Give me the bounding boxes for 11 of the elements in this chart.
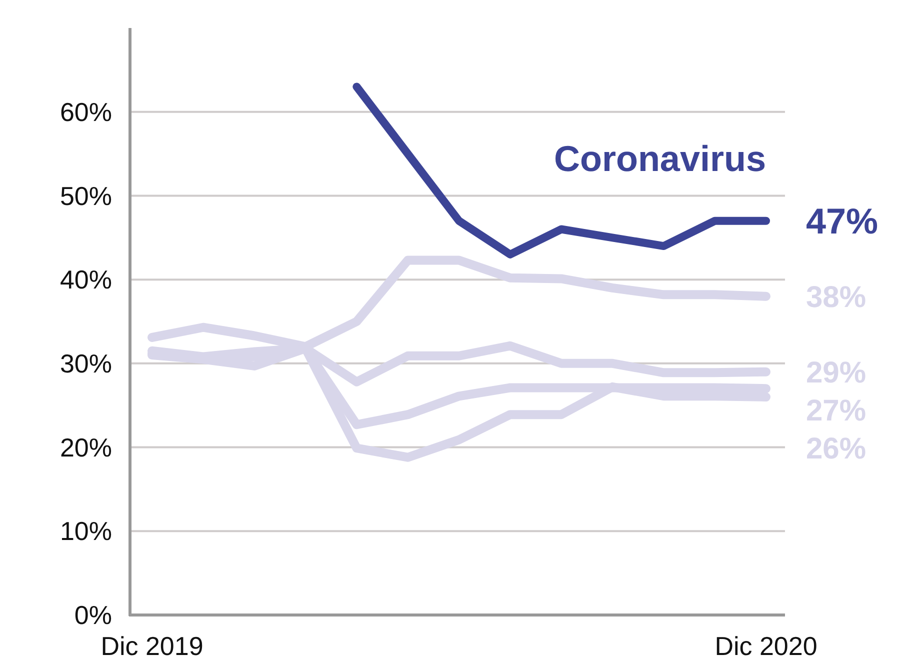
y-tick-label: 40% (60, 264, 112, 295)
x-tick-label: Dic 2020 (714, 631, 818, 661)
y-tick-label: 20% (60, 432, 112, 462)
series-label: Coronavirus (554, 138, 766, 179)
y-tick-label: 60% (60, 96, 112, 127)
data-label: 47% (806, 200, 878, 242)
y-tick-label: 0% (74, 600, 112, 630)
y-tick-label: 50% (60, 180, 112, 211)
y-tick-label: 30% (60, 348, 112, 379)
x-tick-label: Dic 2019 (100, 631, 204, 661)
y-tick-label: 10% (60, 516, 112, 546)
